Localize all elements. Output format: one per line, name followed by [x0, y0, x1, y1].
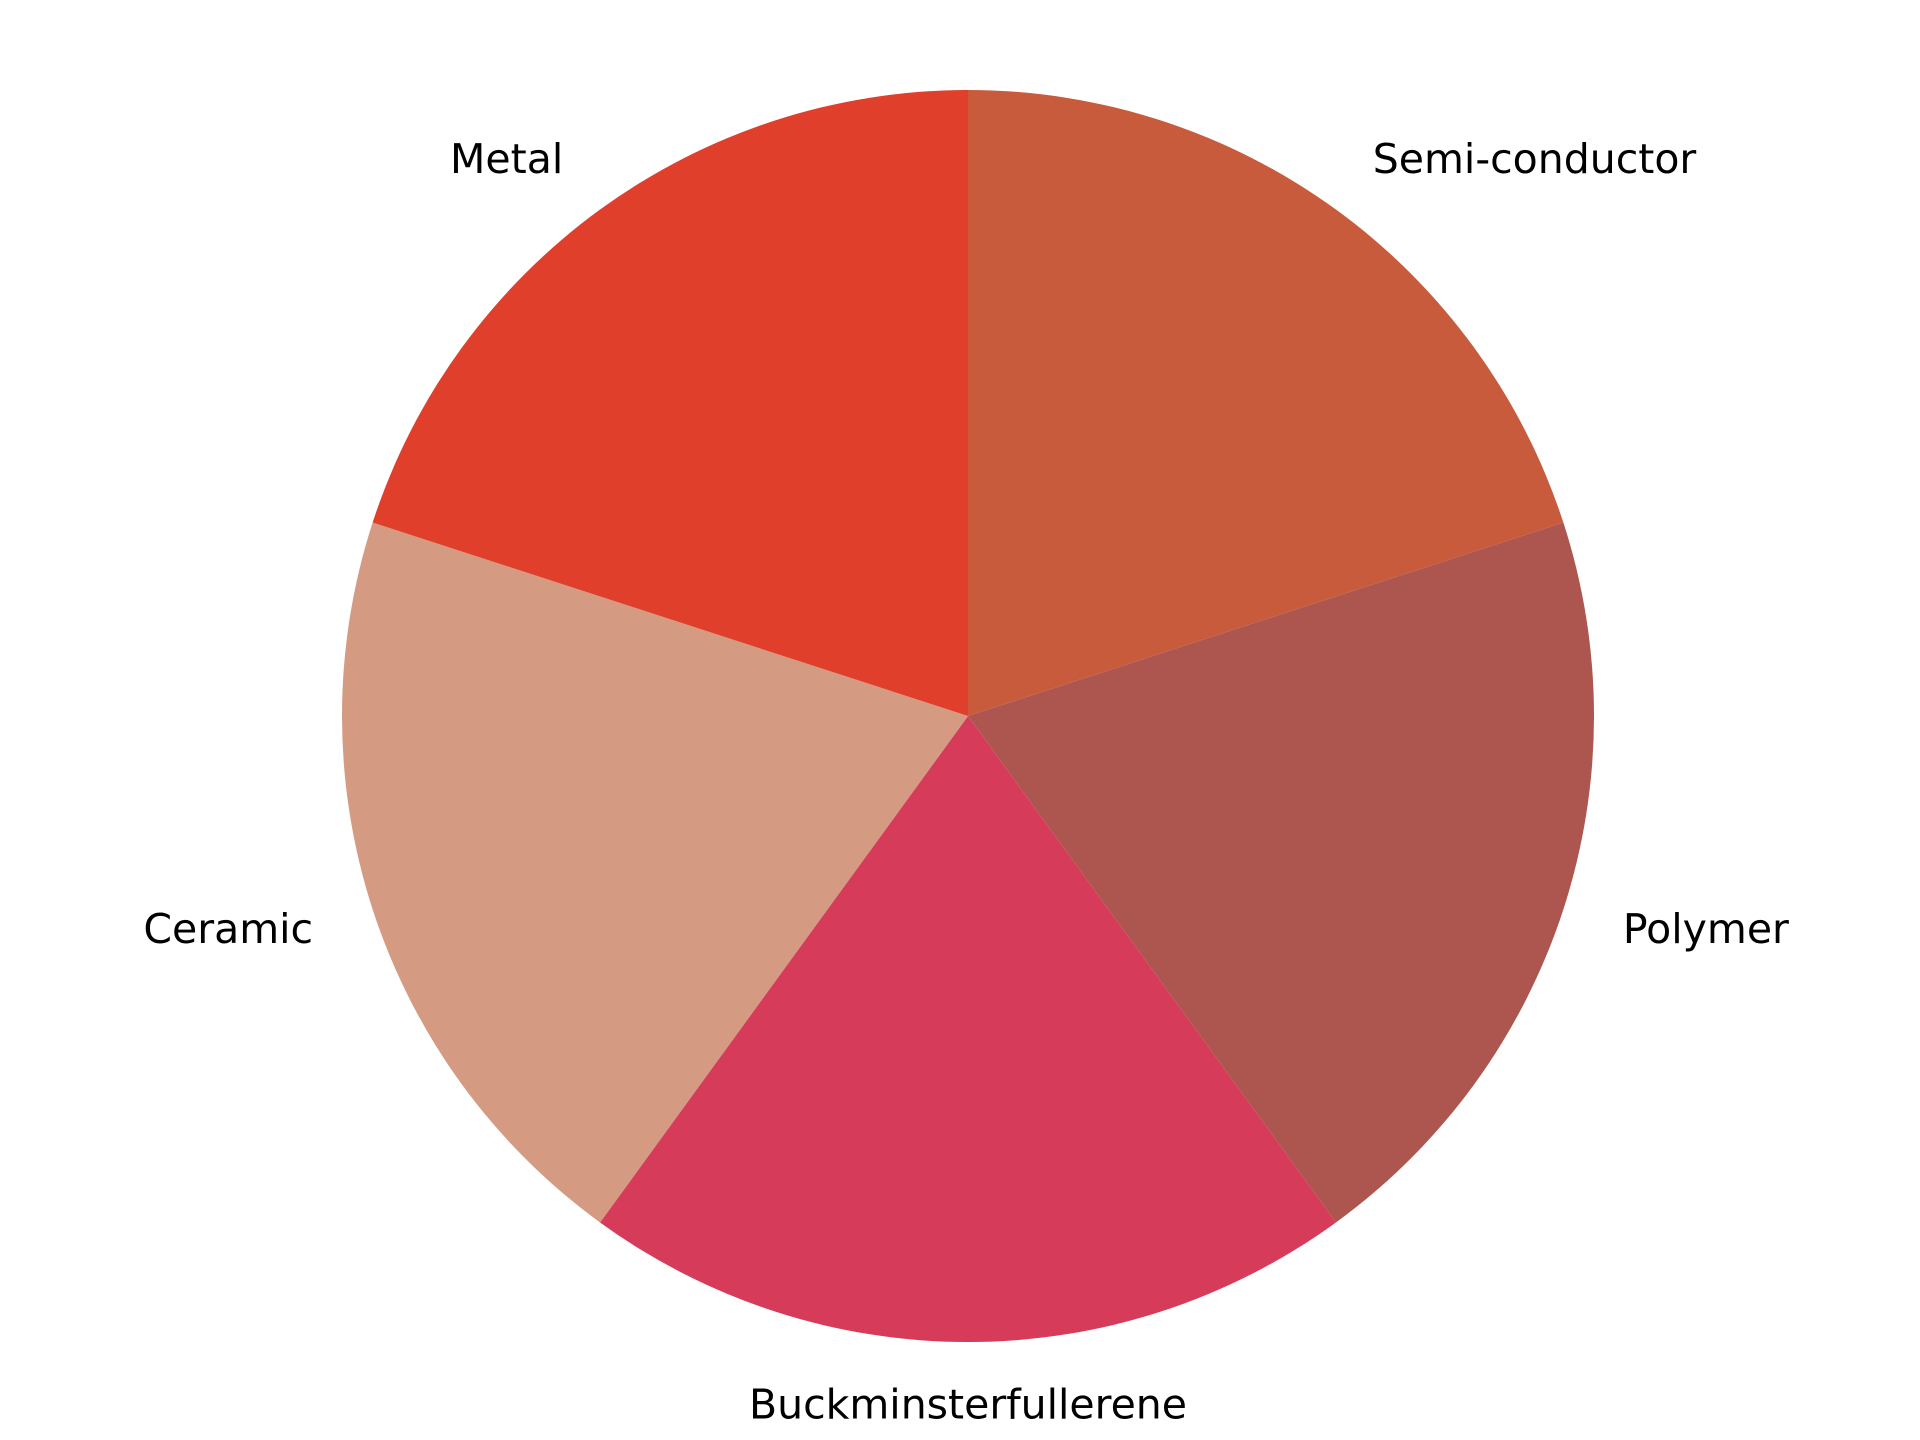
pie-label-ceramic: Ceramic	[143, 905, 313, 953]
pie-slice-ceramic	[342, 522, 968, 1223]
pie-slice-semi-conductor	[968, 90, 1564, 716]
pie-label-polymer: Polymer	[1623, 905, 1789, 953]
pie-label-buckminsterfullerene: Buckminsterfullerene	[749, 1381, 1187, 1429]
pie-slice-buckminsterfullerene	[600, 716, 1336, 1342]
pie-slice-polymer	[968, 522, 1594, 1223]
pie-label-semi-conductor: Semi-conductor	[1373, 135, 1697, 183]
pie-labels: Semi-conductor Polymer Buckminsterfulleren…	[143, 135, 1789, 1429]
pie-slices	[342, 90, 1594, 1342]
pie-slice-metal	[372, 90, 968, 716]
pie-label-metal: Metal	[450, 135, 563, 183]
